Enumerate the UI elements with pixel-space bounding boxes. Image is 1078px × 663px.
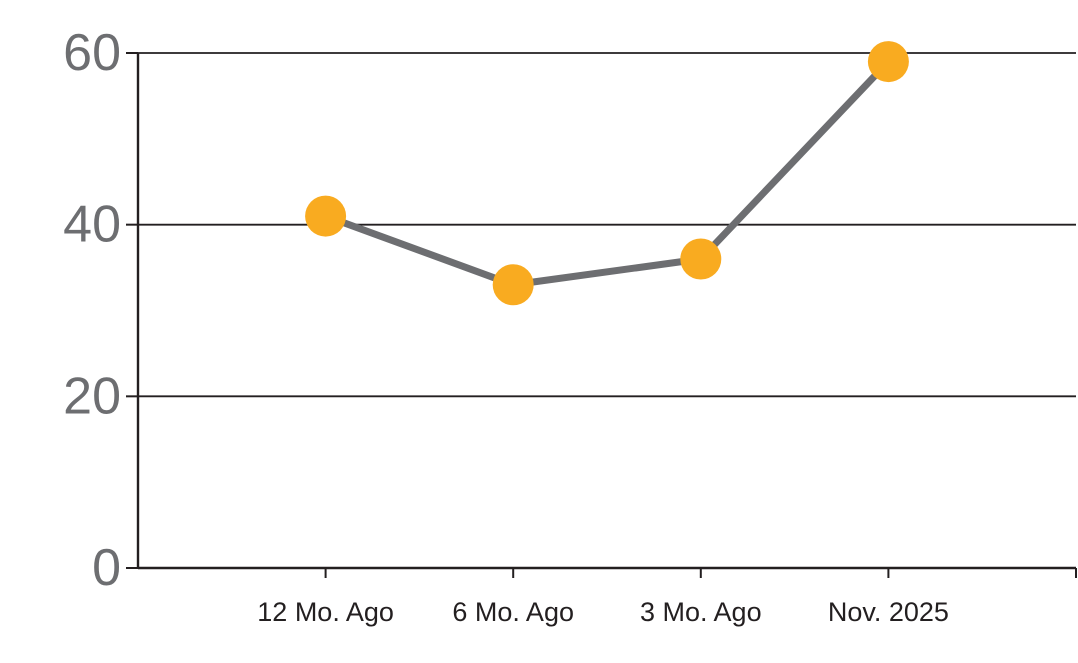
y-tick-label-20: 20 (63, 367, 121, 425)
data-point-1-12-mo-ago (305, 195, 347, 237)
y-tick-label-40: 40 (63, 196, 121, 254)
x-tick-label-4: Nov. 2025 (828, 597, 949, 627)
x-tick-label-2: 6 Mo. Ago (452, 597, 574, 627)
data-series-line (322, 58, 892, 289)
data-point-2-6-mo-ago (492, 264, 534, 306)
y-tick-label-60: 60 (63, 24, 121, 82)
data-point-3-3-mo-ago (680, 238, 722, 280)
x-tick-label-1: 12 Mo. Ago (257, 597, 394, 627)
data-point-4-nov-2025 (867, 41, 909, 83)
y-tick-label-0: 0 (92, 539, 121, 597)
x-tick-label-3: 3 Mo. Ago (640, 597, 762, 627)
